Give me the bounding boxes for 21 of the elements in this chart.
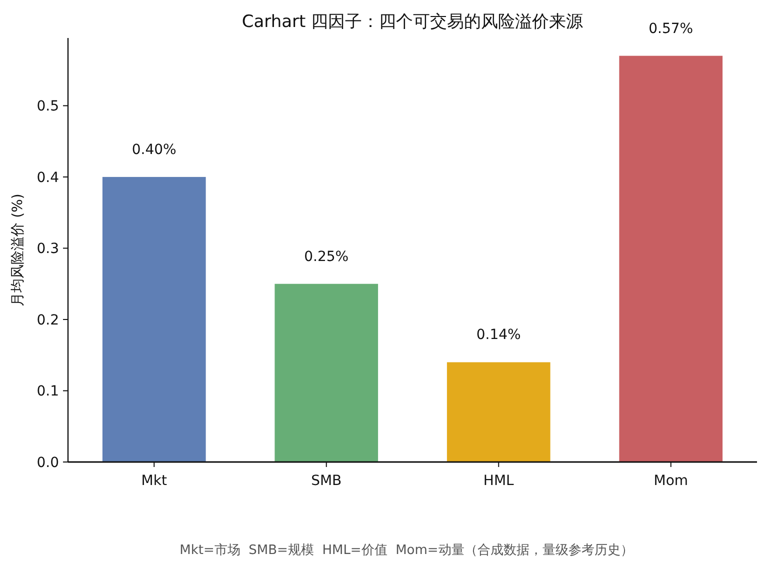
y-tick-label: 0.2 xyxy=(36,312,59,328)
data-label: 0.14% xyxy=(476,327,521,344)
bar xyxy=(446,362,550,462)
x-tick-label: HML xyxy=(483,473,514,489)
data-label: 0.57% xyxy=(648,20,694,37)
x-tick-label: Mkt xyxy=(141,473,168,489)
data-label: 0.40% xyxy=(132,142,176,158)
y-tick-label: 0.0 xyxy=(36,454,59,471)
chart-title: Carhart 四因子：四个可交易的风险溢价来源 xyxy=(242,12,584,32)
bar xyxy=(102,176,206,462)
x-tick-label: Mom xyxy=(654,473,688,489)
y-tick-label: 0.5 xyxy=(36,98,59,115)
text: Mkt=市场 SMB=规模 HML=价值 Mom=动量（合成数据，量级参考历史） xyxy=(180,543,634,558)
x-tick-label: SMB xyxy=(311,473,342,489)
bar xyxy=(274,284,378,462)
y-tick-label: 0.3 xyxy=(36,241,59,258)
y-tick-label: 0.1 xyxy=(36,384,59,400)
y-tick-label: 0.4 xyxy=(36,170,60,186)
bar xyxy=(619,56,723,462)
data-label: 0.25% xyxy=(304,248,349,265)
y-axis-title: 月均风险溢价 (%) xyxy=(10,194,26,306)
